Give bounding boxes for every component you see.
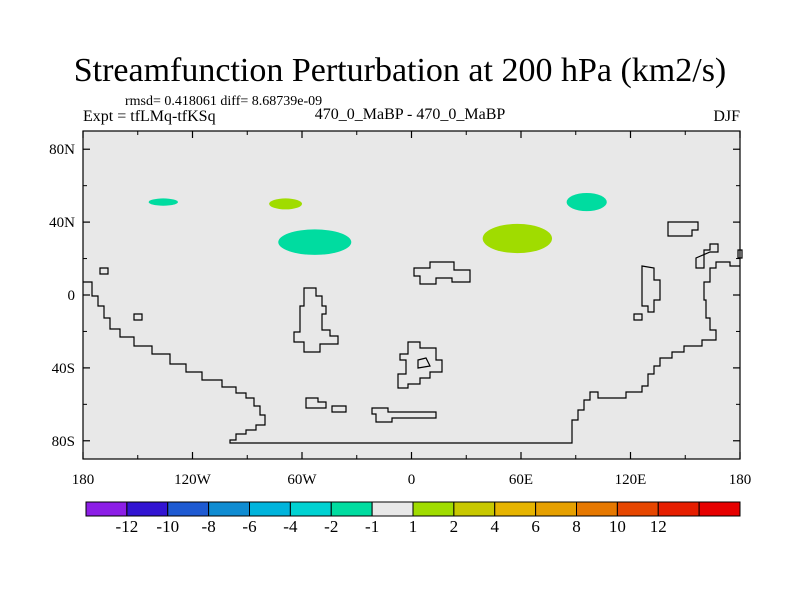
coastline-south-america: [293, 287, 339, 353]
season-label: DJF: [713, 108, 740, 125]
x-tick-label: 180: [72, 472, 95, 488]
map-background: [83, 131, 740, 459]
stats-label: rmsd= 0.418061 diff= 8.68739e-09: [125, 94, 323, 109]
y-tick-label: 40S: [52, 361, 75, 377]
x-tick-label: 60W: [287, 472, 317, 488]
colorbar-box: [330, 501, 373, 517]
colorbar-label: 4: [491, 517, 500, 536]
colorbar-box: [289, 501, 332, 517]
y-tick-label: 80S: [52, 434, 75, 450]
x-tick-label: 120E: [615, 472, 647, 488]
anomaly-north-america-small: [269, 198, 303, 210]
colorbar-box: [371, 501, 414, 517]
colorbar-label: 1: [409, 517, 418, 536]
colorbar-label: 10: [609, 517, 626, 536]
coastline-southern-africa: [397, 341, 443, 389]
colorbar-box: [208, 501, 250, 517]
coastline-small-2: [133, 313, 143, 321]
anomaly-asia-large: [482, 223, 553, 254]
anomaly-siberia-small: [566, 192, 607, 212]
colorbar-label: -10: [156, 517, 179, 536]
coastline-antarctic-3: [371, 407, 437, 423]
anomaly-north-pacific-small: [148, 198, 178, 206]
colorbar-label: 8: [572, 517, 581, 536]
colorbar-label: 2: [450, 517, 459, 536]
colorbar-box: [167, 501, 210, 517]
coastline-small-1: [99, 267, 109, 275]
y-tick-label: 0: [68, 288, 76, 304]
colorbar-box: [249, 501, 291, 517]
coastline-antarctic-2: [331, 405, 347, 413]
coastline-small-3: [633, 313, 643, 321]
colorbar-box: [576, 501, 618, 517]
coastline-islands: [695, 243, 719, 269]
colorbar-label: -8: [202, 517, 216, 536]
coastline-africa: [413, 261, 471, 285]
colorbar-box: [85, 501, 128, 517]
colorbar: -12 -10 -8 -6 -4 -2 -1 1 2 4 6 8 10 12: [85, 501, 741, 536]
colorbar-box: [657, 501, 700, 517]
colorbar-box: [616, 501, 659, 517]
x-tick-label: 180: [729, 472, 752, 488]
experiment-label: Expt = tfLMq-tfKSq: [83, 108, 216, 125]
y-tick-label: 40N: [49, 215, 75, 231]
colorbar-box: [412, 501, 455, 517]
colorbar-label: -1: [365, 517, 379, 536]
colorbar-box: [126, 501, 169, 517]
coastline-small-4: [737, 249, 743, 259]
x-tick-label: 120W: [174, 472, 212, 488]
colorbar-box: [698, 501, 741, 517]
chart-title: Streamfunction Perturbation at 200 hPa (…: [73, 52, 727, 89]
y-tick-label: 80N: [49, 142, 75, 158]
coastline-maritime: [641, 265, 661, 313]
colorbar-label: 6: [531, 517, 540, 536]
anomaly-atlantic-large: [278, 229, 352, 255]
anomaly-layer: [148, 192, 607, 255]
coastlines: [83, 221, 743, 444]
tick-layer: 180 120W 60W 0 60E 120E 180 80N 40N 0 40S 80S: [49, 131, 751, 488]
colorbar-label: -4: [283, 517, 298, 536]
coastline-antarctic-1: [305, 397, 327, 409]
colorbar-label: -12: [116, 517, 139, 536]
x-tick-label: 0: [408, 472, 416, 488]
colorbar-label: -2: [324, 517, 338, 536]
center-label: 470_0_MaBP - 470_0_MaBP: [314, 106, 506, 123]
coastline-americas: [83, 261, 740, 444]
colorbar-label: -6: [242, 517, 256, 536]
coastline-east-asia: [667, 221, 699, 237]
x-tick-label: 60E: [509, 472, 533, 488]
colorbar-box: [535, 501, 577, 517]
colorbar-box: [494, 501, 537, 517]
colorbar-label: 12: [650, 517, 667, 536]
colorbar-box: [453, 501, 496, 517]
